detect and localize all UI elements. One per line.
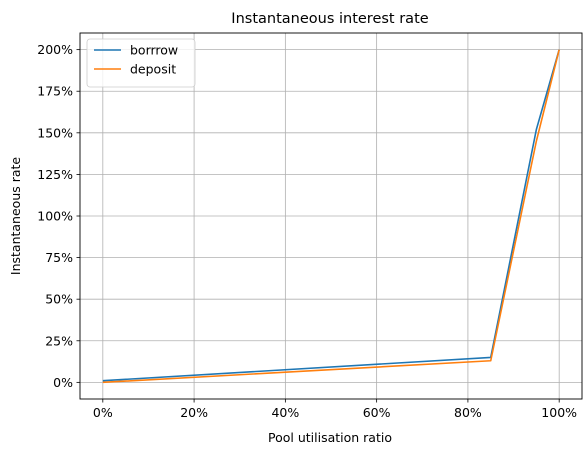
y-tick-label: 0% (53, 375, 73, 390)
y-axis-label: Instantaneous rate (8, 157, 23, 276)
grid (80, 33, 582, 399)
x-tick-label: 0% (93, 405, 113, 420)
y-tick-label: 175% (37, 84, 73, 99)
x-tick-label: 40% (271, 405, 299, 420)
series-layer (102, 49, 560, 384)
y-tick-label: 200% (37, 42, 73, 57)
legend: borrrow deposit (86, 38, 196, 88)
legend-label-borrrow: borrrow (130, 43, 178, 58)
ticks: 0% 20% 40% 60% 80% 100% 0% 25% 50% 75% 100% 125% 150… (37, 42, 577, 420)
y-tick-label: 75% (45, 250, 73, 265)
y-tick-label: 100% (37, 209, 73, 224)
x-axis-label: Pool utilisation ratio (268, 430, 392, 445)
y-tick-label: 50% (45, 292, 73, 307)
x-tick-label: 100% (541, 405, 577, 420)
y-tick-label: 150% (37, 125, 73, 140)
legend-box (86, 38, 196, 88)
series-line-deposit (102, 49, 560, 384)
series-line-borrrow (102, 49, 560, 382)
legend-label-deposit: deposit (130, 62, 176, 77)
x-tick-label: 20% (180, 405, 208, 420)
x-tick-label: 60% (363, 405, 391, 420)
x-tick-label: 80% (454, 405, 482, 420)
y-tick-label: 125% (37, 167, 73, 182)
chart-title: Instantaneous interest rate (231, 11, 428, 27)
y-tick-label: 25% (45, 333, 73, 348)
